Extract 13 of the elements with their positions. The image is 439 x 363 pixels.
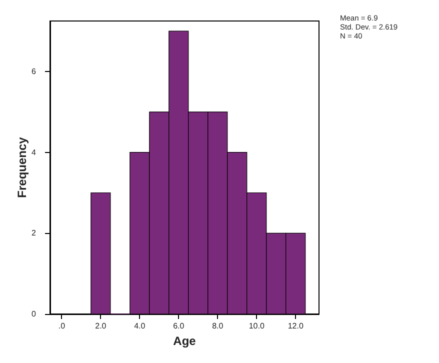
y-tick-label: 0 — [32, 310, 37, 318]
x-tick-label: 4.0 — [134, 322, 146, 330]
x-axis-title: Age — [173, 334, 196, 348]
y-tick-label: 6 — [32, 67, 37, 76]
x-tick-label: .0 — [58, 322, 66, 330]
y-axis-title: Frequency — [15, 136, 29, 198]
x-tick-label: 10.0 — [248, 322, 265, 330]
x-tick-label: 8.0 — [212, 322, 224, 330]
x-tick-label: 2.0 — [95, 322, 107, 330]
y-tick-label: 4 — [32, 148, 37, 157]
x-tick-label: 6.0 — [173, 322, 185, 330]
y-tick-label: 2 — [32, 228, 37, 238]
x-tick-label: 12.0 — [288, 322, 304, 330]
